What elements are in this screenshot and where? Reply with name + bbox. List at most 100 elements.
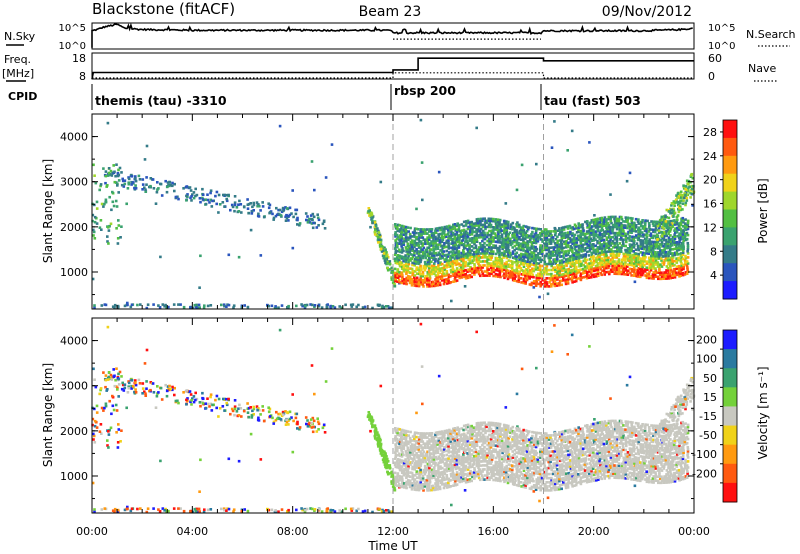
data-cell — [459, 265, 463, 269]
data-cell — [654, 269, 658, 272]
data-cell — [611, 242, 614, 245]
data-cell — [491, 236, 495, 239]
data-cell — [603, 218, 606, 221]
data-cell — [324, 176, 328, 179]
data-cell — [614, 215, 617, 219]
data-cell — [436, 243, 440, 246]
data-cell — [407, 230, 410, 233]
data-cell — [466, 264, 470, 267]
data-cell — [643, 257, 646, 261]
data-cell — [104, 378, 108, 382]
data-cell — [626, 265, 629, 268]
data-cell — [441, 238, 445, 242]
data-cell — [466, 248, 469, 251]
data-cell — [536, 254, 540, 257]
data-cell — [138, 382, 142, 385]
data-cell — [209, 508, 213, 511]
data-cell — [400, 238, 403, 242]
data-cell — [443, 254, 447, 257]
data-cell — [112, 164, 115, 167]
data-cell — [451, 237, 455, 241]
data-cell — [628, 239, 631, 242]
data-cell — [611, 229, 614, 233]
data-cell — [605, 258, 608, 262]
data-cell — [519, 266, 523, 270]
data-cell — [428, 272, 432, 276]
data-cell — [652, 256, 655, 260]
data-cell — [232, 508, 236, 511]
data-cell — [548, 252, 551, 256]
data-cell — [686, 221, 690, 225]
data-cell — [326, 507, 329, 510]
data-cell — [380, 449, 384, 452]
data-cell — [554, 270, 557, 273]
data-cell — [615, 217, 619, 221]
data-cell — [535, 247, 539, 251]
data-cell — [447, 247, 451, 250]
data-cell — [611, 235, 614, 239]
data-cell — [177, 303, 180, 306]
data-cell — [333, 306, 337, 309]
data-cell — [665, 240, 668, 244]
data-cell — [500, 251, 504, 255]
data-cell — [144, 188, 147, 191]
data-cell — [494, 260, 497, 264]
data-cell — [446, 228, 450, 232]
data-cell — [689, 196, 692, 199]
data-cell — [554, 262, 557, 265]
data-cell — [118, 166, 122, 170]
data-cell — [400, 440, 404, 444]
data-cell — [394, 223, 397, 226]
data-cell — [323, 431, 327, 434]
data-cell — [419, 266, 422, 270]
data-cell — [517, 260, 520, 263]
data-cell — [407, 464, 410, 468]
data-cell — [371, 419, 375, 422]
data-cell — [513, 279, 516, 282]
data-cell — [522, 277, 526, 281]
data-cell — [592, 251, 596, 254]
data-cell — [441, 268, 444, 272]
data-cell — [589, 276, 593, 279]
data-cell — [430, 284, 433, 288]
data-cell — [599, 251, 602, 255]
data-cell — [436, 229, 439, 232]
data-cell — [601, 234, 604, 238]
data-cell — [658, 245, 661, 248]
data-cell — [494, 246, 497, 250]
data-cell — [268, 211, 272, 214]
data-cell — [413, 259, 416, 263]
data-cell — [662, 263, 666, 266]
data-cell — [123, 383, 127, 386]
data-cell — [681, 241, 685, 244]
data-cell — [567, 278, 570, 281]
data-cell — [408, 436, 412, 440]
data-cell — [275, 213, 279, 217]
data-cell — [440, 254, 444, 258]
power-scatter — [91, 118, 696, 310]
data-cell — [102, 371, 105, 374]
data-cell — [256, 418, 260, 422]
data-cell — [509, 243, 513, 247]
data-cell — [624, 232, 627, 236]
data-cell — [540, 230, 544, 233]
data-cell — [488, 254, 491, 257]
data-cell — [532, 251, 536, 255]
data-cell — [231, 409, 235, 413]
data-cell — [501, 253, 504, 257]
data-cell — [588, 345, 591, 348]
data-cell — [581, 225, 584, 228]
data-cell — [624, 248, 627, 252]
data-cell — [144, 394, 147, 397]
data-cell — [598, 237, 601, 240]
data-cell — [625, 252, 628, 256]
data-cell — [402, 267, 405, 271]
data-cell — [422, 228, 425, 231]
data-cell — [417, 432, 420, 435]
data-cell — [520, 260, 523, 264]
data-cell — [603, 254, 607, 258]
data-cell — [121, 179, 125, 183]
data-cell — [496, 263, 499, 266]
data-cell — [450, 246, 453, 250]
data-cell — [482, 235, 485, 239]
